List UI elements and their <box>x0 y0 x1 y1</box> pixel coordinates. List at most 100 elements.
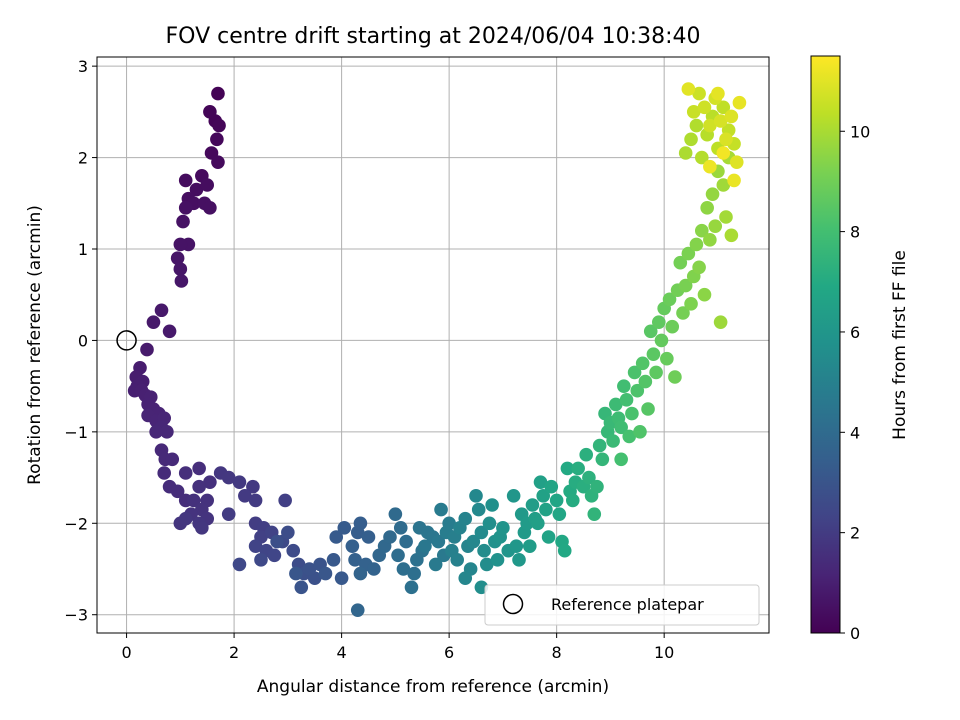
data-point <box>221 507 236 521</box>
y-tick-label: 2 <box>78 149 88 168</box>
x-tick-label: 4 <box>337 643 347 662</box>
data-point <box>428 557 443 572</box>
data-point <box>178 201 193 215</box>
data-point <box>361 530 376 544</box>
data-point <box>399 534 413 549</box>
data-point <box>732 95 747 110</box>
data-point <box>458 511 473 526</box>
data-point <box>286 543 301 558</box>
data-point <box>641 402 655 416</box>
reference-marker <box>116 330 137 351</box>
data-point <box>678 278 693 293</box>
data-point <box>490 553 505 567</box>
data-point <box>614 452 628 467</box>
data-point <box>630 383 645 398</box>
data-point <box>203 201 217 215</box>
data-point <box>318 566 333 581</box>
data-point <box>434 502 448 517</box>
data-point <box>388 507 403 521</box>
data-point <box>267 548 282 563</box>
data-point <box>697 100 712 115</box>
data-point <box>686 105 701 119</box>
data-point <box>383 530 397 544</box>
data-point <box>536 489 551 503</box>
data-point <box>479 557 494 572</box>
data-point <box>676 306 690 320</box>
data-point <box>211 86 225 101</box>
data-point <box>689 237 704 252</box>
data-point <box>625 406 639 421</box>
data-point <box>590 479 604 494</box>
data-point <box>294 580 309 595</box>
data-point <box>485 498 499 512</box>
data-point <box>579 447 594 462</box>
data-point <box>350 603 365 617</box>
data-point <box>525 498 540 512</box>
data-point <box>571 461 585 476</box>
data-point <box>703 159 717 174</box>
data-point <box>203 105 217 119</box>
data-point <box>482 516 497 531</box>
colorbar-label: Hours from first FF file <box>890 250 910 440</box>
data-point <box>560 461 575 476</box>
legend-label: Reference platepar <box>551 595 704 614</box>
data-point <box>246 479 260 494</box>
data-point <box>192 479 206 494</box>
data-point <box>703 118 717 133</box>
data-point <box>509 539 524 553</box>
data-point <box>170 251 185 265</box>
legend-box <box>484 584 760 626</box>
data-point <box>557 543 572 558</box>
data-point <box>716 146 731 160</box>
colorbar-tick-label: 2 <box>850 524 860 543</box>
data-point <box>649 365 663 380</box>
data-point <box>450 553 464 567</box>
data-point <box>692 260 706 275</box>
x-tick-label: 2 <box>229 643 239 662</box>
data-point <box>617 379 631 393</box>
colorbar-tick-label: 6 <box>850 323 860 342</box>
data-point <box>146 315 161 329</box>
colorbar-tick-label: 8 <box>850 223 860 242</box>
data-point <box>254 553 268 567</box>
data-points <box>127 82 747 617</box>
data-point <box>195 521 209 535</box>
data-point <box>606 434 620 448</box>
data-point <box>140 342 154 357</box>
colorbar-tick-label: 0 <box>850 624 860 643</box>
data-point <box>149 425 163 439</box>
data-point <box>587 507 602 521</box>
x-tick-label: 8 <box>552 643 562 662</box>
data-point <box>248 493 263 508</box>
data-point <box>541 530 556 544</box>
data-point <box>221 470 236 485</box>
data-point <box>549 493 564 508</box>
y-axis-ticks: −3 −2 −1 0 1 2 3 <box>64 57 97 625</box>
data-point <box>678 146 693 160</box>
data-point <box>716 100 731 115</box>
data-point <box>681 82 696 96</box>
data-point <box>189 182 204 197</box>
data-point <box>232 557 247 572</box>
data-point <box>711 86 725 101</box>
data-point <box>334 571 349 585</box>
data-point <box>154 303 169 318</box>
data-point <box>643 324 658 339</box>
data-point <box>716 178 731 192</box>
chart-title: FOV centre drift starting at 2024/06/04 … <box>166 24 701 49</box>
data-point <box>278 493 292 508</box>
data-point <box>713 114 728 128</box>
colorbar-tick-label: 4 <box>850 423 860 442</box>
data-point <box>165 452 180 467</box>
data-point <box>533 475 548 489</box>
y-tick-label: −2 <box>64 514 88 533</box>
data-point <box>178 173 193 188</box>
data-point <box>727 173 741 188</box>
data-point <box>662 292 677 307</box>
x-tick-label: 0 <box>121 643 131 662</box>
data-point <box>157 466 171 480</box>
data-point <box>203 475 217 489</box>
data-point <box>619 393 634 407</box>
data-point <box>713 315 728 329</box>
